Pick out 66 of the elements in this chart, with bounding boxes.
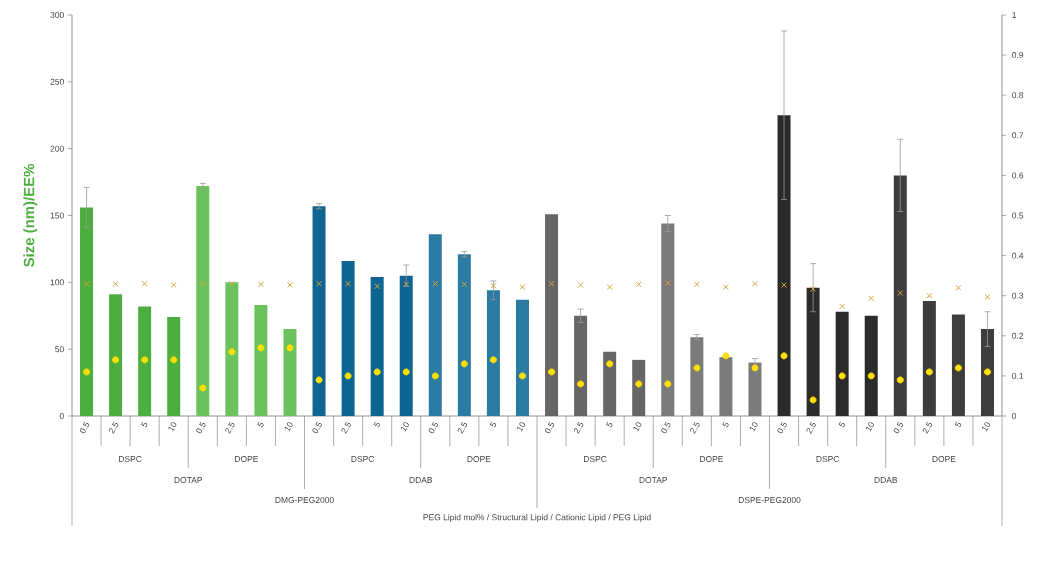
x-tick-label: 2.5 — [108, 421, 119, 434]
x-tick-label: 2.5 — [457, 421, 468, 434]
y2-tick-label: 0.6 — [1012, 172, 1024, 179]
y2-tick-label: 0.7 — [1012, 132, 1024, 139]
x-tick-label: 10 — [401, 422, 409, 432]
text: DSPC — [816, 456, 840, 462]
y2-tick-label: 0.9 — [1012, 52, 1024, 59]
x-tick-label: 0.5 — [196, 421, 206, 434]
x-tick-label: 2.5 — [573, 421, 584, 434]
y-tick-label: 150 — [50, 212, 64, 219]
text: DOTAP — [174, 477, 203, 483]
x-tick-label: 0.5 — [544, 421, 555, 434]
x-tick-label: 2.5 — [225, 421, 235, 434]
x-tick-label: 10 — [866, 422, 874, 432]
y2-tick-label: 0.5 — [1012, 212, 1024, 219]
x-tick-label: 0.5 — [777, 421, 787, 434]
y-tick-label: 50 — [55, 346, 64, 353]
text: DOPE — [932, 456, 956, 462]
text: DSPE-PEG2000 — [738, 497, 801, 503]
x-tick-label: 5 — [722, 421, 729, 428]
text: DSPC — [584, 456, 607, 462]
text: DMG-PEG2000 — [275, 497, 334, 503]
y2-tick-label: 0.2 — [1012, 332, 1024, 339]
x-tick-label: 10 — [749, 422, 758, 432]
text: DDAB — [874, 477, 898, 483]
text: PEG Lipid mol% / Structural Lipid / Cationic Lipid / PEG Lipid — [423, 514, 651, 522]
x-tick-label: 5 — [838, 421, 845, 428]
x-tick-label: 2.5 — [690, 421, 700, 434]
x-tick-label: 10 — [982, 422, 991, 432]
x-tick-label: 2.5 — [341, 421, 351, 434]
y2-tick-label: 0.1 — [1012, 372, 1024, 379]
text: DOPE — [235, 456, 259, 462]
y2-tick-label: 0.3 — [1012, 292, 1024, 299]
y-axis-title: Size (nm)/EE% — [23, 164, 38, 267]
text: DOTAP — [639, 477, 668, 483]
y2-tick-label: 1 — [1012, 12, 1017, 18]
text: DSPC — [119, 456, 142, 462]
text: DOPE — [467, 456, 491, 462]
x-tick-label: 0.5 — [312, 421, 322, 434]
y2-tick-label: 0.4 — [1012, 252, 1024, 259]
x-tick-label: 0.5 — [79, 421, 90, 434]
y2-tick-label: 0.8 — [1012, 92, 1024, 99]
y-tick-label: 300 — [50, 12, 64, 18]
y-tick-label: 0 — [59, 413, 64, 419]
x-tick-label: 2.5 — [922, 421, 933, 434]
x-tick-label: 10 — [284, 422, 293, 432]
x-tick-label: 5 — [141, 421, 148, 428]
text: DOPE — [700, 456, 724, 462]
y-tick-label: 250 — [50, 78, 64, 85]
x-tick-label: 5 — [606, 421, 613, 428]
x-tick-label: 10 — [517, 422, 526, 432]
text: DSPC — [351, 456, 375, 462]
x-tick-label: 5 — [954, 421, 962, 428]
x-tick-label: 0.5 — [428, 421, 438, 434]
x-tick-label: 0.5 — [893, 421, 903, 434]
x-tick-label: 5 — [257, 421, 264, 428]
x-tick-label: 5 — [373, 421, 380, 428]
x-tick-label: 0.5 — [661, 421, 671, 434]
x-tick-label: 10 — [633, 422, 642, 432]
y2-tick-label: 0 — [1012, 413, 1017, 419]
x-tick-label: 10 — [168, 422, 177, 432]
text: DDAB — [409, 477, 433, 483]
y-tick-label: 200 — [50, 145, 64, 152]
x-tick-label: 2.5 — [806, 421, 816, 434]
y-tick-label: 100 — [50, 279, 64, 286]
x-tick-label: 5 — [489, 421, 497, 428]
